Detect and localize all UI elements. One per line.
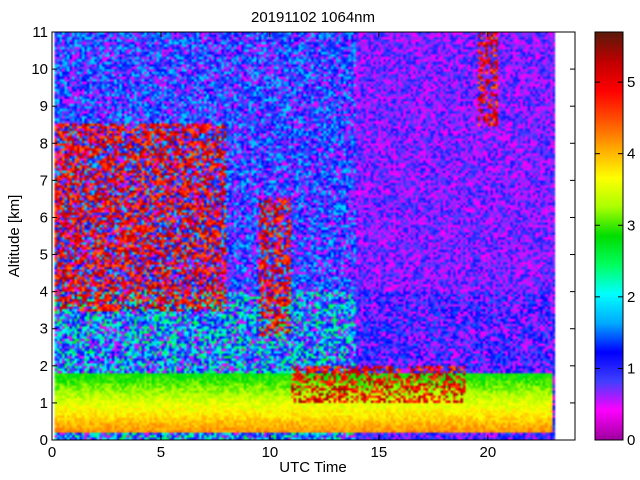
y-tick-label: 9 (40, 98, 48, 115)
colorbar-tick-label: 3 (627, 217, 635, 234)
y-tick-label: 10 (31, 61, 48, 78)
heatmap-image (52, 32, 575, 440)
y-tick-label: 3 (40, 321, 48, 338)
y-tick-label: 8 (40, 135, 48, 152)
y-tick-label: 7 (40, 172, 48, 189)
plot-area (51, 31, 576, 441)
colorbar-tick-label: 4 (627, 146, 635, 163)
y-tick-label: 5 (40, 247, 48, 264)
chart-title: 20191102 1064nm (251, 9, 375, 26)
y-tick-label: 1 (40, 395, 48, 412)
y-tick-label: 0 (40, 432, 48, 449)
colorbar-tick-label: 0 (627, 432, 635, 449)
x-tick-label: 10 (262, 444, 279, 461)
y-tick-label: 6 (40, 209, 48, 226)
colorbar-ticks: 0 1 2 3 4 5 (595, 74, 635, 449)
x-tick-label: 15 (371, 444, 388, 461)
x-tick-label: 0 (48, 444, 56, 461)
y-tick-label: 4 (40, 284, 48, 301)
colorbar-tick-label: 2 (627, 289, 635, 306)
y-tick-label: 2 (40, 358, 48, 375)
y-tick-label: 11 (32, 24, 48, 41)
x-tick-label: 5 (157, 444, 165, 461)
y-axis: 0 1 2 3 4 5 6 7 8 9 10 11 (31, 24, 575, 449)
colorbar-tick-label: 1 (627, 360, 635, 377)
colorbar-gradient (595, 32, 623, 440)
x-axis: 0 5 10 15 20 (48, 32, 496, 461)
y-axis-label: Altitude [km] (6, 195, 23, 278)
colorbar: 0 1 2 3 4 5 (594, 31, 635, 449)
colorbar-tick-label: 5 (627, 74, 635, 91)
x-tick-label: 20 (479, 444, 496, 461)
x-axis-label: UTC Time (279, 459, 347, 476)
